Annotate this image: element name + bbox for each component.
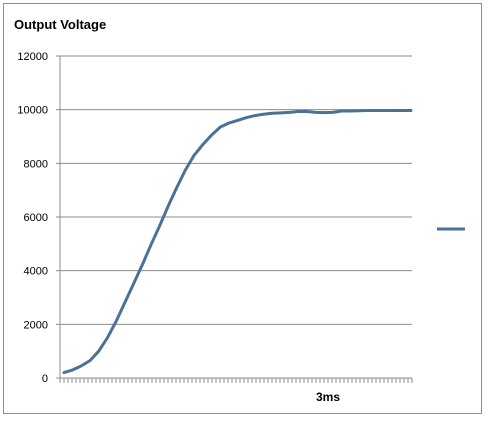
y-tick-label-12000: 12000 <box>17 51 48 63</box>
chart-frame <box>3 3 482 414</box>
series-line-0 <box>62 109 413 375</box>
y-tick-label-0: 0 <box>42 373 48 385</box>
x-axis-label: 3ms <box>316 390 340 404</box>
y-tick-labels: 0 2000 4000 6000 8000 10000 12000 <box>17 51 48 385</box>
y-tick-label-6000: 6000 <box>24 212 48 224</box>
y-tick-label-2000: 2000 <box>24 319 48 331</box>
chart-title: Output Voltage <box>14 17 107 32</box>
series <box>62 109 413 375</box>
gridlines <box>60 55 412 325</box>
axes <box>56 55 413 383</box>
y-tick-label-4000: 4000 <box>24 266 48 278</box>
y-tick-label-8000: 8000 <box>24 158 48 170</box>
y-tick-label-10000: 10000 <box>17 105 48 117</box>
